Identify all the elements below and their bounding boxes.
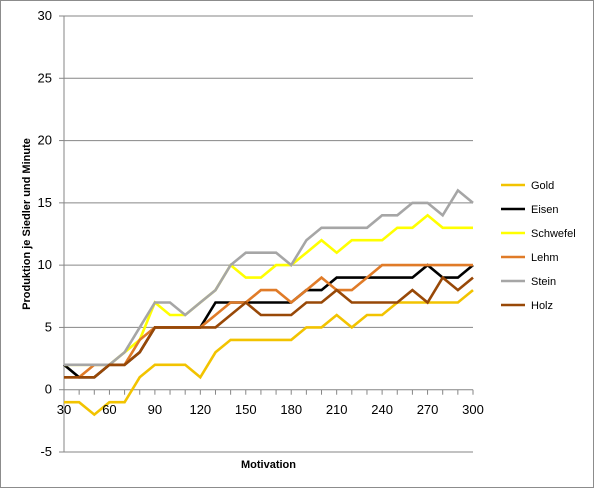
legend-label: Eisen — [531, 204, 559, 216]
x-tick-label: 270 — [417, 402, 439, 417]
x-tick-label: 150 — [235, 402, 257, 417]
x-tick-label: 120 — [189, 402, 211, 417]
legend-label: Stein — [531, 276, 556, 288]
tick-labels: -5 0 5 10 15 20 25 30 30 60 90 120 150 180 210 240 270 30… — [38, 8, 484, 459]
y-axis-title: Produktion je Siedler und Minute — [21, 138, 33, 310]
series-line-holz — [64, 275, 474, 379]
y-tick-label: 25 — [38, 70, 52, 85]
x-tick-label: 300 — [462, 402, 484, 417]
legend-item-gold: Gold — [501, 180, 554, 192]
x-tick-label: 30 — [57, 402, 71, 417]
y-tick-label: 0 — [45, 382, 52, 397]
legend: Gold Eisen Schwefel Lehm Stein Holz — [501, 180, 576, 312]
x-tick-label: 90 — [148, 402, 162, 417]
y-tick-label: 10 — [38, 257, 52, 272]
y-tick-label: 30 — [38, 8, 52, 23]
legend-item-schwefel: Schwefel — [501, 228, 576, 240]
legend-item-stein: Stein — [501, 276, 556, 288]
series-lines — [63, 188, 474, 417]
series-line-stein — [64, 188, 474, 367]
y-tick-label: 20 — [38, 133, 52, 148]
legend-label: Schwefel — [531, 228, 576, 240]
series-line-schwefel — [64, 213, 473, 367]
x-tick-label: 180 — [280, 402, 302, 417]
legend-item-holz: Holz — [501, 300, 553, 312]
legend-item-eisen: Eisen — [501, 204, 559, 216]
gridlines — [64, 15, 473, 453]
x-axis-title: Motivation — [241, 459, 296, 471]
legend-label: Lehm — [531, 252, 559, 264]
x-tick-label: 60 — [102, 402, 116, 417]
legend-label: Gold — [531, 180, 554, 192]
y-tick-label: 5 — [45, 319, 52, 334]
y-tick-label: -5 — [40, 444, 52, 459]
y-tick-label: 15 — [38, 195, 52, 210]
legend-label: Holz — [531, 300, 553, 312]
series-line-lehm — [64, 263, 473, 379]
axes — [59, 15, 474, 453]
legend-item-lehm: Lehm — [501, 252, 559, 264]
series-line-eisen — [63, 263, 474, 379]
x-tick-label: 210 — [326, 402, 348, 417]
series-line-gold — [64, 289, 474, 417]
x-tick-label: 240 — [371, 402, 393, 417]
